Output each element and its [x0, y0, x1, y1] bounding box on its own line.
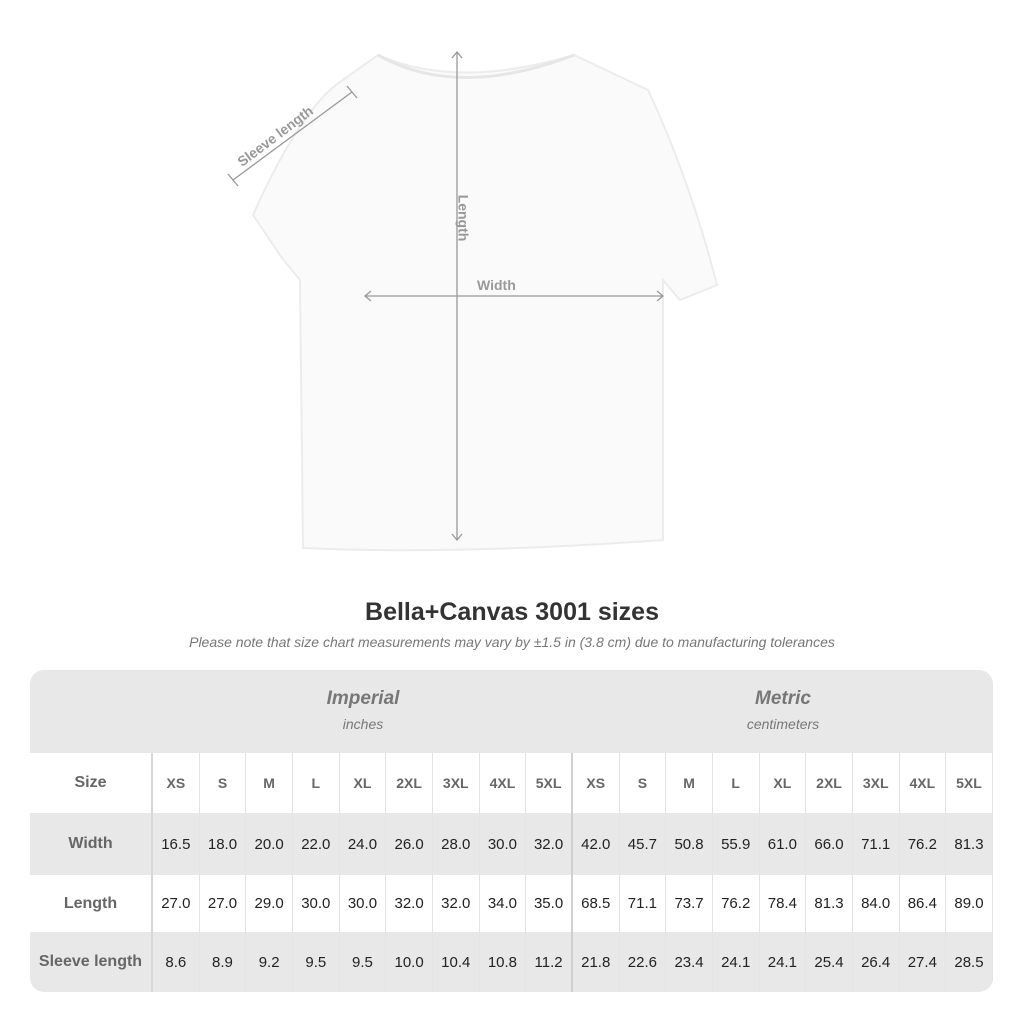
unit-header-band — [30, 670, 993, 753]
size-header-cell: 4XL — [900, 753, 947, 813]
table-cell: 89.0 — [946, 875, 993, 932]
row-label: Sleeve length — [30, 932, 153, 992]
sleeve-measure-line — [232, 91, 353, 181]
table-cell: 76.2 — [900, 813, 947, 875]
table-cell: 10.4 — [433, 932, 480, 992]
metric-header: Metric centimeters — [573, 688, 993, 732]
table-cell: 28.5 — [946, 932, 993, 992]
size-header-cell: 2XL — [386, 753, 433, 813]
size-header-cell: 5XL — [526, 753, 573, 813]
size-header-cell: 5XL — [946, 753, 993, 813]
table-row: Size XS S M L XL 2XL 3XL 4XL 5XL XS S M L XL 2XL 3XL 4XL 5… — [30, 753, 993, 813]
size-header-cell: XL — [340, 753, 387, 813]
table-cell: 27.4 — [900, 932, 947, 992]
table-cell: 10.0 — [386, 932, 433, 992]
table-cell: 25.4 — [806, 932, 853, 992]
table-cell: 11.2 — [526, 932, 573, 992]
size-header-cell: XL — [760, 753, 807, 813]
table-cell: 27.0 — [200, 875, 247, 932]
size-header-cell: 3XL — [433, 753, 480, 813]
table-cell: 9.2 — [246, 932, 293, 992]
metric-heading: Metric — [755, 688, 811, 709]
table-cell: 34.0 — [480, 875, 527, 932]
table-cell: 10.8 — [480, 932, 527, 992]
table-cell: 9.5 — [340, 932, 387, 992]
size-header-cell: M — [246, 753, 293, 813]
table-cell: 32.0 — [433, 875, 480, 932]
size-header-cell: 3XL — [853, 753, 900, 813]
length-label: Length — [455, 194, 472, 242]
row-label: Width — [30, 813, 153, 875]
table-cell: 28.0 — [433, 813, 480, 875]
table-cell: 30.0 — [340, 875, 387, 932]
table-cell: 86.4 — [900, 875, 947, 932]
imperial-unit: inches — [342, 716, 384, 732]
imperial-heading: Imperial — [326, 688, 400, 709]
table-row: Length 27.0 27.0 29.0 30.0 30.0 32.0 32.0 34.0 35… — [30, 875, 993, 932]
table-cell: 30.0 — [480, 813, 527, 875]
size-header-cell: 4XL — [480, 753, 527, 813]
table-cell: 32.0 — [526, 813, 573, 875]
table-cell: 26.0 — [386, 813, 433, 875]
table-cell: 35.0 — [526, 875, 573, 932]
row-label: Length — [30, 875, 153, 932]
table-cell: 20.0 — [246, 813, 293, 875]
tshirt-diagram — [227, 50, 719, 552]
size-header-cell: M — [666, 753, 713, 813]
table-cell: 50.8 — [666, 813, 713, 875]
table-cell: 42.0 — [573, 813, 620, 875]
imperial-header: Imperial inches — [153, 688, 573, 732]
size-table: Imperial inches Metric centimeters Size X… — [30, 670, 993, 992]
table-cell: 24.1 — [713, 932, 760, 992]
table-cell: 29.0 — [246, 875, 293, 932]
table-cell: 73.7 — [666, 875, 713, 932]
metric-unit: centimeters — [746, 716, 820, 732]
table-cell: 24.0 — [340, 813, 387, 875]
table-cell: 81.3 — [806, 875, 853, 932]
table-cell: 22.6 — [620, 932, 667, 992]
table-cell: 32.0 — [386, 875, 433, 932]
table-cell: 8.6 — [153, 932, 200, 992]
table-cell: 45.7 — [620, 813, 667, 875]
table-cell: 23.4 — [666, 932, 713, 992]
size-header-cell: L — [713, 753, 760, 813]
size-header-cell: L — [293, 753, 340, 813]
table-cell: 30.0 — [293, 875, 340, 932]
table-cell: 66.0 — [806, 813, 853, 875]
table-cell: 78.4 — [760, 875, 807, 932]
table-cell: 9.5 — [293, 932, 340, 992]
size-header-cell: XS — [573, 753, 620, 813]
table-cell: 55.9 — [713, 813, 760, 875]
table-cell: 24.1 — [760, 932, 807, 992]
table-row: Width 16.5 18.0 20.0 22.0 24.0 26.0 28.0 30.0 32.… — [30, 813, 993, 875]
table-cell: 22.0 — [293, 813, 340, 875]
table-cell: 21.8 — [573, 932, 620, 992]
tolerance-note: Please note that size chart measurements… — [189, 634, 835, 650]
table-cell: 16.5 — [153, 813, 200, 875]
row-label: Size — [30, 753, 153, 813]
size-header-cell: 2XL — [806, 753, 853, 813]
tshirt-shape — [251, 53, 719, 552]
table-cell: 81.3 — [946, 813, 993, 875]
size-header-cell: S — [620, 753, 667, 813]
table-cell: 76.2 — [713, 875, 760, 932]
table-cell: 18.0 — [200, 813, 247, 875]
size-header-cell: S — [200, 753, 247, 813]
table-cell: 68.5 — [573, 875, 620, 932]
size-header-cell: XS — [153, 753, 200, 813]
table-cell: 71.1 — [853, 813, 900, 875]
width-label: Width — [477, 277, 516, 293]
table-row: Sleeve length 8.6 8.9 9.2 9.5 9.5 10.0 10.4 10.8… — [30, 932, 993, 992]
table-cell: 26.4 — [853, 932, 900, 992]
table-cell: 84.0 — [853, 875, 900, 932]
table-cell: 8.9 — [200, 932, 247, 992]
table-cell: 27.0 — [153, 875, 200, 932]
table-cell: 71.1 — [620, 875, 667, 932]
table-cell: 61.0 — [760, 813, 807, 875]
page-title: Bella+Canvas 3001 sizes — [365, 598, 659, 626]
